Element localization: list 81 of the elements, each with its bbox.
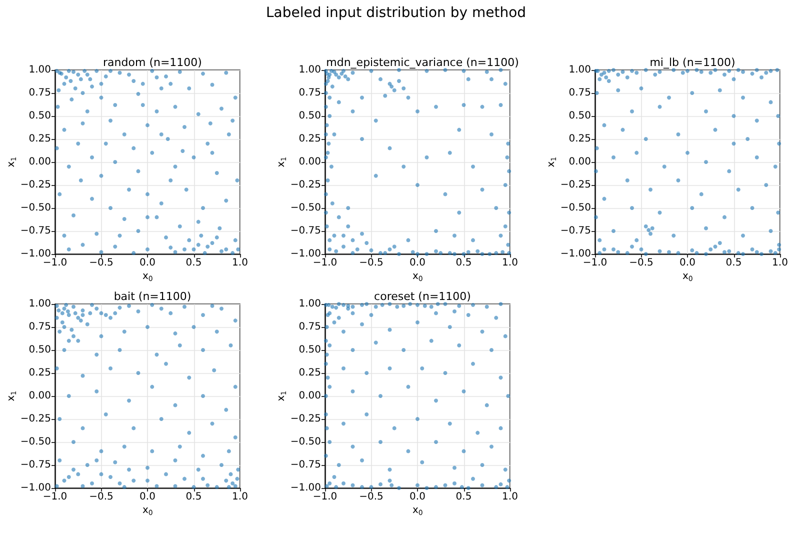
y-tick-label: −1.00 [20, 482, 51, 494]
x-tick-label: −0.5 [629, 258, 654, 268]
y-tick-label: −0.50 [290, 436, 321, 448]
x-tick-label: −1.0 [312, 492, 338, 502]
y-tick-label: −0.25 [290, 414, 321, 424]
y-tick-label: −0.50 [560, 202, 591, 214]
x-tick-label: 0.0 [680, 258, 696, 268]
y-tick-label: 0.50 [568, 110, 591, 122]
x-tick-label: 1.0 [502, 258, 518, 268]
text: Labeled input distribution by method [264, 5, 528, 21]
x-tick-label: 0.5 [456, 258, 472, 268]
x-tick-label: 1.0 [232, 492, 248, 502]
y-tick-label: 0.25 [28, 368, 51, 378]
y-tick-label: 0.50 [298, 110, 321, 122]
x-tick-label: 0.0 [140, 258, 156, 268]
x-tick-label: 1.0 [502, 492, 518, 502]
y-tick-label: 0.75 [28, 322, 51, 332]
y-tick-label: −1.00 [290, 248, 321, 260]
y-tick-label: 0.50 [28, 344, 51, 356]
y-tick-label: 1.00 [298, 64, 321, 76]
x-tick-label: 0.5 [456, 492, 472, 502]
y-tick-label: −0.25 [20, 180, 51, 190]
x-tick-label: 1.0 [772, 258, 788, 268]
chart-title: mi_lb (n=1100) [650, 56, 736, 69]
y-tick-label: 0.00 [28, 390, 51, 402]
x-tick-label: −1.0 [312, 258, 338, 268]
x-axis-title: x$_{0}$ [412, 505, 423, 517]
y-tick-label: 0.75 [28, 88, 51, 98]
x-tick-label: −0.5 [359, 258, 384, 268]
y-tick-label: 0.00 [28, 156, 51, 168]
y-tick-label: 1.00 [28, 298, 51, 310]
x-tick-label: −0.5 [359, 492, 384, 502]
y-tick-label: −1.00 [20, 248, 51, 260]
y-tick-label: 1.00 [568, 64, 591, 76]
y-tick-label: 0.75 [298, 322, 321, 332]
y-tick-label: 0.75 [298, 88, 321, 98]
y-tick-label: 0.50 [298, 344, 321, 356]
y-tick-label: −0.25 [20, 414, 51, 424]
chart-title: bait (n=1100) [114, 290, 192, 303]
y-tick-label: 0.25 [568, 134, 591, 144]
x-axis-title: x$_{0}$ [142, 505, 153, 517]
y-tick-label: 0.00 [298, 390, 321, 402]
y-tick-label: −0.75 [560, 226, 591, 236]
chart-title: random (n=1100) [103, 56, 202, 69]
y-tick-label: −1.00 [290, 482, 321, 494]
x-tick-label: 0.5 [726, 258, 742, 268]
x-tick-label: −0.5 [89, 258, 114, 268]
y-tick-label: 0.00 [298, 156, 321, 168]
y-tick-label: 1.00 [28, 64, 51, 76]
y-tick-label: −0.75 [20, 460, 51, 470]
x-tick-label: 0.5 [186, 492, 202, 502]
y-tick-label: −0.50 [20, 436, 51, 448]
y-tick-label: 0.25 [298, 134, 321, 144]
chart-title: mdn_epistemic_variance (n=1100) [326, 56, 519, 69]
y-tick-label: −0.75 [290, 226, 321, 236]
x-axis-title: x$_{0}$ [682, 271, 693, 283]
y-tick-label: −0.75 [20, 226, 51, 236]
y-tick-label: 0.50 [28, 110, 51, 122]
y-tick-label: 0.25 [28, 134, 51, 144]
x-tick-label: 1.0 [232, 258, 248, 268]
y-tick-label: −0.50 [20, 202, 51, 214]
y-tick-label: −1.00 [560, 248, 591, 260]
x-tick-label: 0.5 [186, 258, 202, 268]
x-tick-label: −1.0 [42, 258, 68, 268]
y-tick-label: −0.25 [560, 180, 591, 190]
chart-title: coreset (n=1100) [374, 290, 471, 303]
x-tick-label: 0.0 [140, 492, 156, 502]
y-tick-label: 0.25 [298, 368, 321, 378]
y-tick-label: 1.00 [298, 298, 321, 310]
x-tick-label: 0.0 [410, 492, 426, 502]
y-tick-label: −0.25 [290, 180, 321, 190]
y-tick-label: 0.75 [568, 88, 591, 98]
x-tick-label: −0.5 [89, 492, 114, 502]
y-tick-label: −0.50 [290, 202, 321, 214]
x-axis-title: x$_{0}$ [412, 271, 423, 283]
x-tick-label: −1.0 [582, 258, 608, 268]
y-tick-label: 0.00 [568, 156, 591, 168]
x-tick-label: 0.0 [410, 258, 426, 268]
x-axis-title: x$_{0}$ [142, 271, 153, 283]
x-tick-label: −1.0 [42, 492, 68, 502]
y-tick-label: −0.75 [290, 460, 321, 470]
